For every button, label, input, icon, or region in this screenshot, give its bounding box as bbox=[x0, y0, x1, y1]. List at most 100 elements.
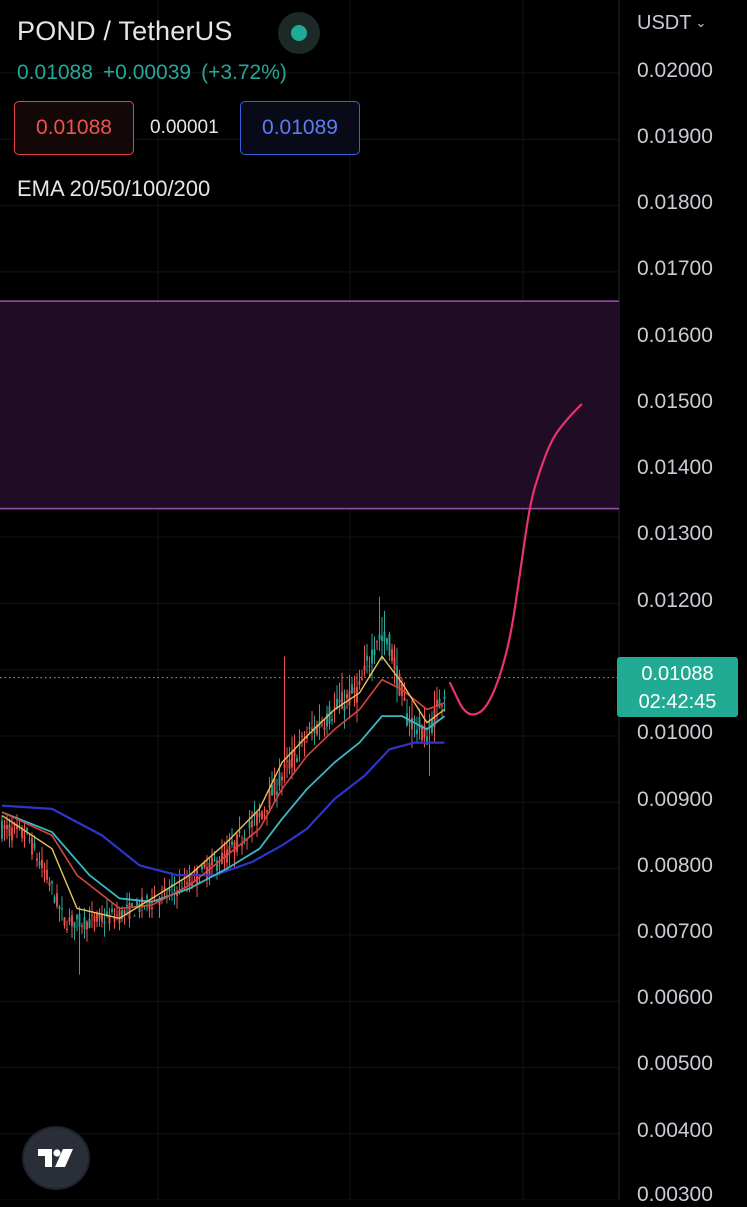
candle-body bbox=[428, 721, 431, 729]
candle-body bbox=[193, 871, 196, 873]
candle-body bbox=[68, 917, 71, 922]
candle-body bbox=[243, 837, 246, 842]
candle-body bbox=[263, 809, 266, 811]
candle-body bbox=[276, 791, 278, 795]
candle-body bbox=[163, 886, 166, 890]
candle-body bbox=[308, 727, 311, 729]
candle-body bbox=[53, 896, 56, 903]
candle-body bbox=[256, 812, 258, 826]
candle-body bbox=[361, 678, 363, 681]
projection-curve bbox=[448, 403, 583, 716]
price-summary: 0.01088 +0.00039 (+3.72%) bbox=[17, 61, 297, 85]
candle-body bbox=[28, 839, 31, 841]
candle-body bbox=[3, 824, 6, 829]
live-status-icon bbox=[291, 25, 307, 41]
candle-body bbox=[1, 820, 3, 839]
candle-body bbox=[23, 836, 26, 839]
candle-body bbox=[121, 910, 123, 920]
price-tick: 0.00300 bbox=[637, 1183, 713, 1206]
candle-body bbox=[426, 736, 428, 745]
tradingview-logo-icon[interactable] bbox=[22, 1126, 90, 1190]
candle-body bbox=[211, 857, 213, 866]
candle-body bbox=[213, 859, 216, 861]
candle-body bbox=[8, 824, 11, 836]
candle-body bbox=[56, 893, 58, 907]
candle-body bbox=[93, 916, 96, 922]
candle-body bbox=[353, 687, 356, 694]
candle-body bbox=[333, 706, 336, 708]
candle-body bbox=[351, 684, 353, 694]
candle-body bbox=[216, 860, 218, 871]
candle-body bbox=[33, 843, 36, 849]
candle-body bbox=[13, 823, 16, 827]
candle-body bbox=[281, 776, 283, 781]
candle-body bbox=[203, 862, 206, 868]
currency-selector[interactable]: USDT ⌄ bbox=[637, 12, 706, 35]
price-tick: 0.01300 bbox=[637, 522, 713, 545]
candle-body bbox=[63, 917, 66, 926]
candle-body bbox=[48, 881, 51, 886]
price-tick: 0.01400 bbox=[637, 456, 713, 479]
last-price-tag-value: 0.01088 bbox=[641, 663, 714, 685]
candle-body bbox=[283, 763, 286, 768]
candle-body bbox=[158, 899, 161, 905]
candle-body bbox=[18, 825, 21, 827]
candle-body bbox=[388, 634, 391, 656]
candle-body bbox=[51, 881, 53, 884]
candle-body bbox=[88, 918, 91, 928]
candle-body bbox=[238, 831, 241, 833]
indicator-legend[interactable]: EMA 20/50/100/200 bbox=[17, 176, 211, 201]
candle-body bbox=[83, 917, 86, 930]
candle-countdown: 02:42:45 bbox=[638, 691, 717, 713]
candle-body bbox=[346, 694, 348, 699]
candle-body bbox=[251, 820, 253, 827]
candle-body bbox=[398, 673, 401, 696]
sell-button[interactable]: 0.01088 bbox=[14, 101, 134, 155]
candle-body bbox=[133, 915, 136, 917]
ema200-line bbox=[1, 741, 445, 877]
candle-body bbox=[391, 649, 393, 661]
candle-body bbox=[366, 655, 368, 661]
candle-body bbox=[268, 790, 271, 808]
candle-body bbox=[246, 839, 248, 841]
candle-body bbox=[36, 858, 38, 861]
candle-body bbox=[291, 751, 293, 768]
candle-body bbox=[108, 914, 111, 924]
candle-body bbox=[266, 810, 268, 812]
candle-body bbox=[411, 717, 413, 730]
price-tick: 0.00800 bbox=[637, 854, 713, 877]
candle-body bbox=[321, 724, 323, 726]
target-zone bbox=[0, 301, 619, 509]
candle-body bbox=[146, 895, 148, 899]
ema50-line bbox=[1, 678, 445, 910]
candle-body bbox=[156, 900, 158, 903]
last-price: 0.01088 bbox=[17, 61, 93, 84]
candle-body bbox=[416, 729, 418, 735]
candle-body bbox=[16, 824, 18, 830]
candle-body bbox=[131, 903, 133, 907]
candle-body bbox=[286, 760, 288, 762]
candle-body bbox=[118, 910, 121, 924]
candle-body bbox=[41, 859, 43, 869]
candle-body bbox=[301, 735, 303, 737]
candle-body bbox=[66, 928, 68, 930]
candle-body bbox=[21, 827, 23, 838]
candle-body bbox=[376, 641, 378, 643]
candle-body bbox=[421, 727, 423, 741]
candle-body bbox=[336, 698, 338, 708]
candle-body bbox=[136, 900, 138, 907]
candle-body bbox=[368, 665, 371, 668]
candle-body bbox=[73, 921, 76, 929]
price-tick: 0.01800 bbox=[637, 191, 713, 214]
candle-body bbox=[86, 921, 88, 930]
candle-body bbox=[116, 914, 118, 916]
candle-body bbox=[358, 681, 361, 686]
candle-body bbox=[233, 841, 236, 853]
candle-body bbox=[371, 649, 373, 664]
price-change-percent: (+3.72%) bbox=[201, 61, 287, 84]
candle-body bbox=[343, 706, 346, 712]
candle-body bbox=[188, 875, 191, 887]
pair-title[interactable]: POND / TetherUS bbox=[17, 16, 233, 46]
buy-button[interactable]: 0.01089 bbox=[240, 101, 360, 155]
